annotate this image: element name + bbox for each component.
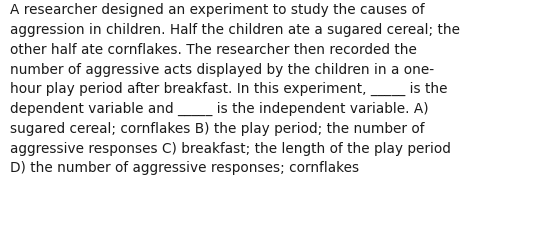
Text: A researcher designed an experiment to study the causes of
aggression in childre: A researcher designed an experiment to s…	[10, 3, 460, 175]
